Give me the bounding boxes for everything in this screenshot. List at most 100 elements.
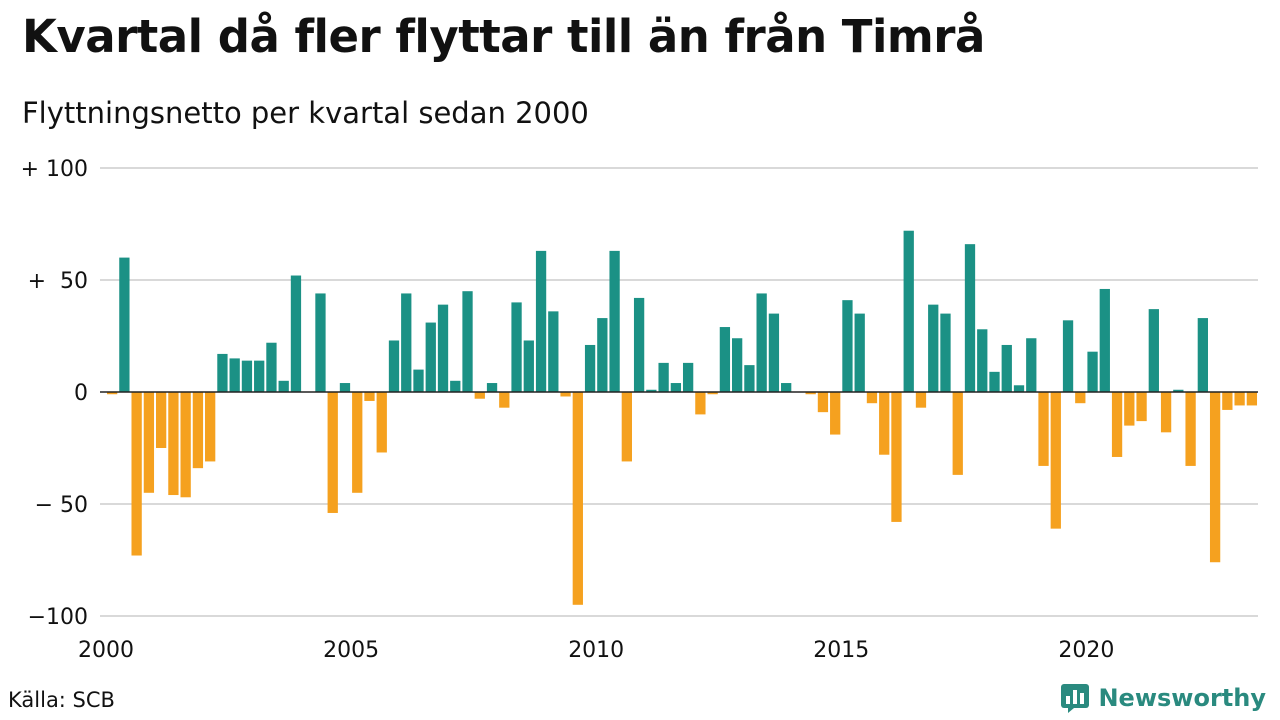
bar (1111, 392, 1123, 457)
gridlines (100, 167, 1258, 617)
bar (952, 392, 963, 475)
bar (805, 392, 816, 395)
bar (205, 392, 216, 462)
y-tick-label: − 50 (35, 493, 88, 518)
bar (290, 275, 302, 392)
bar (450, 380, 461, 392)
bar (695, 392, 706, 415)
bar (486, 383, 498, 392)
x-tick-label: 2010 (568, 638, 624, 663)
bar (915, 392, 927, 408)
y-tick-label: + 100 (21, 157, 88, 182)
bar (658, 362, 669, 392)
bar (1234, 392, 1245, 406)
bar (1013, 385, 1025, 392)
y-tick-label: −100 (28, 605, 88, 630)
bar (474, 392, 485, 399)
bar (928, 304, 939, 392)
bar (879, 392, 890, 455)
bar (327, 392, 338, 513)
bar (866, 392, 878, 404)
bar (744, 365, 755, 392)
bar (584, 344, 596, 392)
bar (1124, 392, 1135, 426)
bar (278, 380, 289, 392)
bar (168, 392, 179, 496)
bar (511, 302, 522, 392)
bar (842, 300, 853, 392)
bar (989, 371, 1000, 392)
bar (1050, 392, 1061, 529)
bar (1062, 320, 1074, 392)
bar (499, 392, 510, 408)
bar (707, 392, 718, 395)
bar (633, 297, 645, 392)
bar (732, 338, 743, 392)
y-tick-label: + 50 (28, 269, 88, 294)
bar (756, 293, 767, 392)
bar (229, 358, 240, 392)
bars (106, 230, 1258, 605)
bar (241, 360, 253, 392)
bar (535, 250, 547, 392)
bar (217, 353, 228, 392)
bar (560, 392, 571, 397)
bar (1173, 389, 1184, 392)
bar (1001, 344, 1012, 392)
bar (1026, 338, 1037, 392)
bar (339, 383, 351, 392)
bar (180, 392, 191, 498)
x-tick-label: 2000 (78, 638, 134, 663)
bar (903, 230, 914, 392)
bar (192, 392, 204, 469)
source-note: Källa: SCB (8, 688, 115, 712)
bar (1246, 392, 1258, 406)
bar (364, 392, 375, 401)
bar (119, 257, 130, 392)
y-tick-label: 0 (74, 381, 88, 406)
bar (523, 340, 534, 392)
bar (143, 392, 155, 493)
bar (830, 392, 841, 435)
bar (621, 392, 632, 462)
bar (388, 340, 400, 392)
chart-subtitle: Flyttningsnetto per kvartal sedan 2000 (22, 96, 589, 130)
bar (437, 304, 449, 392)
bar (1222, 392, 1233, 410)
bar (977, 329, 988, 392)
bar (1197, 318, 1208, 392)
bar (817, 392, 829, 413)
bar (572, 392, 583, 605)
bar (940, 313, 951, 392)
bar (1185, 392, 1196, 466)
bar (401, 293, 412, 392)
bar (376, 392, 387, 453)
x-tick-label: 2020 (1058, 638, 1114, 663)
bar (315, 293, 326, 392)
bar (1075, 392, 1086, 404)
y-tick-labels: + 100 + 50 0 − 50 −100 (21, 157, 88, 630)
brand-name: Newsworthy (1098, 684, 1266, 712)
bar (1209, 392, 1221, 563)
bar (462, 291, 473, 392)
bar (106, 392, 118, 395)
bar (548, 311, 559, 392)
x-tick-label: 2005 (323, 638, 379, 663)
bar (670, 383, 682, 392)
bar (891, 392, 902, 522)
bar (413, 369, 424, 392)
bar (352, 392, 363, 493)
bar (1099, 288, 1110, 392)
bar (156, 392, 167, 448)
bar (266, 342, 277, 392)
newsworthy-logo-icon (1061, 684, 1090, 713)
x-tick-label: 2015 (813, 638, 869, 663)
brand-logo: Newsworthy (1060, 683, 1266, 713)
chart-title: Kvartal då fler flyttar till än från Tim… (22, 10, 985, 63)
bar (609, 250, 620, 392)
bar (597, 318, 608, 392)
bar (646, 389, 657, 392)
bar (768, 313, 780, 392)
bar (964, 244, 976, 392)
